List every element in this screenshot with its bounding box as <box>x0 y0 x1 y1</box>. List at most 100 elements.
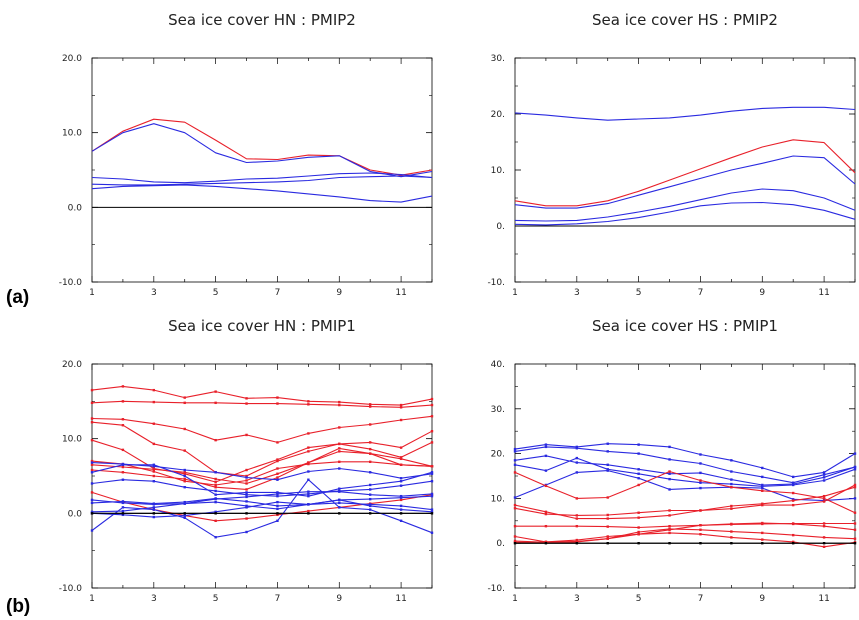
series-marker <box>338 400 341 404</box>
series-marker <box>761 466 764 470</box>
series-marker <box>245 479 248 482</box>
series-marker <box>338 498 341 502</box>
series-marker <box>606 513 609 517</box>
y-tick-label: 20. <box>491 110 505 120</box>
series-marker <box>730 530 733 533</box>
series-marker <box>761 486 764 490</box>
series-marker <box>791 498 795 501</box>
series-marker <box>245 488 248 491</box>
series-marker <box>853 483 857 487</box>
series-marker <box>606 469 609 472</box>
y-tick-label: -10. <box>487 278 505 288</box>
chart-hn-pmip2: Sea ice cover HN : PMIP2 20.0 10.0 0.0 -10.0… <box>59 11 433 298</box>
series-marker <box>183 500 186 504</box>
series-marker <box>368 493 372 496</box>
series-marker <box>513 463 517 466</box>
series-marker <box>276 504 279 508</box>
series-marker <box>606 535 609 538</box>
series-marker <box>761 538 764 541</box>
series-marker <box>399 456 403 459</box>
series-marker <box>513 524 517 528</box>
series-marker <box>791 481 795 484</box>
series-marker <box>214 483 217 487</box>
series-marker <box>214 401 217 405</box>
series-marker <box>276 472 279 475</box>
series-marker <box>307 509 310 513</box>
series-marker <box>853 542 857 545</box>
series-marker <box>183 427 186 431</box>
series-marker <box>606 537 609 540</box>
y-tick-label: 0.0 <box>68 203 83 213</box>
series-marker <box>152 480 156 483</box>
series-marker <box>90 459 94 463</box>
series-marker <box>699 524 702 527</box>
series-marker <box>513 471 517 474</box>
series-marker <box>637 530 640 534</box>
x-tick-label: 11 <box>395 594 406 604</box>
series-marker <box>513 450 517 453</box>
series-marker <box>121 424 125 427</box>
series-marker <box>430 510 434 514</box>
series-marker <box>214 512 217 515</box>
series-marker <box>575 447 579 450</box>
series-line-4 <box>91 421 433 477</box>
series-marker <box>245 517 248 520</box>
series-marker <box>183 480 186 483</box>
series-line-4 <box>91 175 433 186</box>
series-line-3 <box>514 455 856 486</box>
series-marker <box>637 452 640 455</box>
series-marker <box>245 476 248 479</box>
x-tick-label: 9 <box>336 594 342 604</box>
series-marker <box>399 418 403 422</box>
series-marker <box>368 508 372 511</box>
series-marker <box>307 461 310 464</box>
series-marker <box>399 508 403 511</box>
series-marker <box>430 441 434 444</box>
series-marker <box>513 496 517 499</box>
series-marker <box>822 536 826 539</box>
series-marker <box>399 477 403 480</box>
series-marker <box>152 512 156 515</box>
series-marker <box>214 493 217 496</box>
series-marker <box>513 459 517 462</box>
series-marker <box>245 512 248 515</box>
series-marker <box>791 475 795 479</box>
series-marker <box>338 447 341 450</box>
series-marker <box>822 524 826 528</box>
series-marker <box>183 472 186 475</box>
series-marker <box>307 490 310 493</box>
series-marker <box>276 476 279 479</box>
series-marker <box>761 521 764 525</box>
series-marker <box>761 489 764 492</box>
series-marker <box>214 519 217 522</box>
series-marker <box>152 442 156 446</box>
series-marker <box>338 490 341 493</box>
series-marker <box>791 533 795 537</box>
series-marker <box>399 457 403 461</box>
x-tick-label: 7 <box>698 288 704 298</box>
chart-title: Sea ice cover HS : PMIP1 <box>592 317 778 335</box>
y-tick-label: 0. <box>496 539 505 549</box>
y-tick-label: 30. <box>491 405 505 415</box>
series-marker <box>368 423 372 426</box>
series-marker <box>183 516 186 520</box>
series-marker <box>338 467 341 470</box>
series-marker <box>853 537 857 540</box>
series-marker <box>121 513 125 517</box>
series-marker <box>513 535 517 538</box>
series-marker <box>245 474 248 478</box>
series-marker <box>276 494 279 498</box>
series-marker <box>338 512 341 515</box>
series-line-3 <box>514 155 856 209</box>
series-marker <box>245 506 248 509</box>
series-line-1 <box>91 118 433 176</box>
series-marker <box>121 418 125 421</box>
chart-hs-pmip2: Sea ice cover HS : PMIP2 30. 20. 10. 0. -10. 1… <box>487 11 856 298</box>
series-line-1 <box>91 385 433 406</box>
series-marker <box>183 468 186 472</box>
series-marker <box>513 503 517 507</box>
chart-title: Sea ice cover HN : PMIP1 <box>168 317 356 335</box>
series-marker <box>152 465 156 468</box>
series-marker <box>338 487 341 490</box>
series-marker <box>276 507 279 511</box>
